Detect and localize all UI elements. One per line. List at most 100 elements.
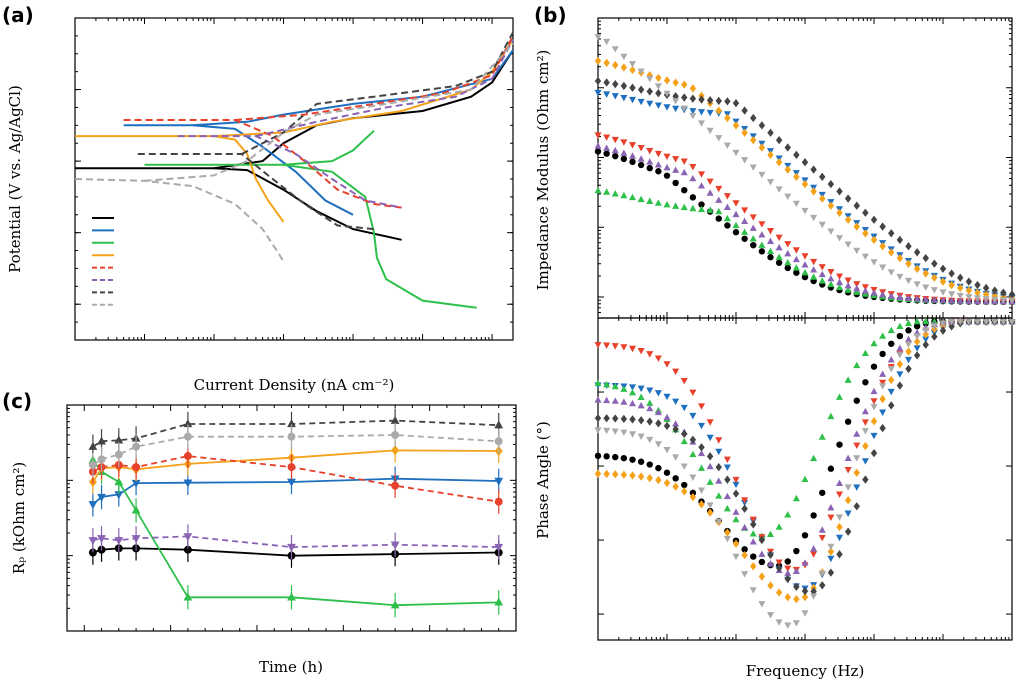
phase-point: [603, 342, 611, 349]
impedance-point: [836, 208, 843, 217]
series-2-mercaptobenzimidazole: [88, 438, 503, 495]
impedance-point: [957, 273, 964, 282]
series-line: [92, 419, 499, 448]
phase-point: [723, 464, 731, 471]
phase-point: [861, 458, 869, 465]
impedance-point: [887, 269, 895, 276]
series-2-mercaptobenzoate: [594, 132, 1016, 574]
panel-b: (b) Frequency (Hz) Impedance Modulus (Oh…: [534, 3, 1016, 680]
phase-point: [827, 555, 835, 563]
impedance-point: [594, 148, 602, 155]
impedance-point: [792, 264, 800, 271]
phase-point: [818, 570, 826, 578]
impedance-point: [603, 38, 611, 46]
phase-point: [724, 475, 731, 484]
impedance-point: [905, 259, 912, 268]
impedance-point: [611, 146, 619, 154]
impedance-point: [689, 84, 697, 93]
impedance-point: [861, 253, 869, 261]
phase-point: [879, 370, 887, 377]
impedance-point: [723, 203, 731, 211]
impedance-point: [784, 264, 791, 272]
impedance-point: [732, 221, 740, 229]
phase-point: [922, 317, 930, 325]
impedance-point: [698, 201, 705, 208]
impedance-point: [620, 63, 628, 72]
phase-point: [827, 547, 835, 556]
phase-point: [758, 558, 766, 566]
impedance-point: [698, 95, 705, 104]
phase-point: [741, 523, 749, 531]
impedance-point: [628, 152, 637, 159]
phase-point: [654, 408, 662, 416]
phase-point: [844, 418, 852, 425]
phase-point: [620, 414, 628, 424]
phase-point: [835, 491, 844, 498]
impedance-point: [697, 109, 706, 116]
phase-point: [629, 471, 636, 480]
impedance-point: [594, 186, 602, 194]
series-sodium-mercaptoacetate-anodic-line: [241, 31, 514, 155]
phase-point: [905, 327, 912, 334]
impedance-point: [620, 139, 628, 146]
impedance-point: [637, 195, 645, 203]
data-point: [391, 481, 400, 490]
impedance-point: [603, 58, 610, 67]
impedance-point: [646, 158, 654, 165]
phase-point: [913, 337, 921, 346]
impedance-point: [922, 284, 930, 291]
phase-point: [637, 472, 645, 481]
impedance-point: [741, 235, 748, 242]
impedance-point: [853, 201, 860, 210]
impedance-point: [620, 149, 628, 156]
phase-point: [853, 361, 861, 369]
phase-point: [620, 398, 628, 405]
impedance-point: [767, 254, 774, 261]
impedance-point: [931, 259, 938, 268]
impedance-point: [594, 34, 602, 41]
panel-b-bottom-ylabel: Phase Angle (°): [534, 421, 552, 539]
impedance-point: [611, 136, 619, 144]
impedance-point: [732, 200, 740, 207]
phase-point: [628, 431, 637, 438]
phase-point: [965, 319, 973, 326]
impedance-point: [784, 193, 792, 200]
impedance-point: [775, 158, 783, 167]
phase-point: [637, 385, 645, 393]
phase-point: [836, 441, 843, 448]
impedance-point: [810, 258, 818, 266]
impedance-point: [715, 96, 722, 106]
series-ammonium-pyrollidinedithiocarbamate-cathodic-line: [74, 178, 285, 262]
phase-point: [931, 332, 938, 341]
impedance-point: [620, 155, 628, 163]
phase-point: [801, 610, 809, 617]
phase-point: [741, 550, 748, 560]
series-line: [92, 547, 499, 557]
impedance-point: [775, 253, 783, 260]
impedance-point: [896, 273, 904, 281]
phase-point: [896, 344, 904, 352]
impedance-point: [844, 277, 852, 284]
impedance-point: [724, 97, 731, 106]
impedance-point: [706, 127, 714, 135]
phase-point: [766, 530, 775, 538]
impedance-point: [672, 179, 679, 187]
data-point: [494, 477, 504, 486]
phase-point: [681, 487, 688, 496]
phase-point: [1008, 319, 1016, 326]
phase-point: [810, 545, 818, 552]
impedance-point: [913, 281, 921, 288]
impedance-point: [793, 172, 800, 182]
impedance-point: [749, 164, 757, 171]
impedance-point: [766, 228, 775, 235]
phase-point: [723, 504, 731, 512]
impedance-point: [793, 150, 800, 160]
impedance-point: [637, 68, 645, 75]
impedance-point: [982, 296, 990, 303]
phase-point: [654, 441, 662, 448]
phase-point: [835, 393, 844, 400]
impedance-point: [750, 113, 757, 123]
phase-point: [750, 520, 757, 529]
phase-point: [853, 468, 860, 477]
phase-point: [620, 470, 628, 479]
